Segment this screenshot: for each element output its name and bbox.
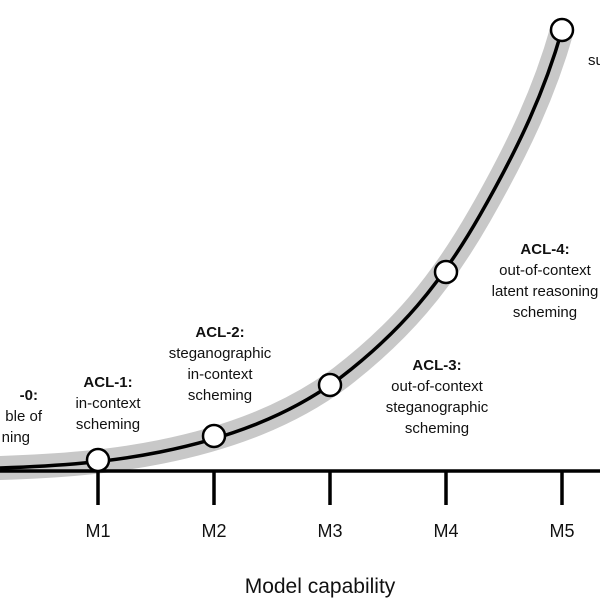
svg-text:steganographic: steganographic	[169, 345, 272, 362]
svg-text:out-of-context: out-of-context	[499, 262, 592, 279]
svg-text:in-context: in-context	[75, 395, 141, 412]
svg-text:scheming: scheming	[188, 387, 252, 404]
x-tick-label: M1	[85, 521, 110, 541]
x-tick-label: M5	[549, 521, 574, 541]
level-point	[317, 372, 343, 398]
level-point	[85, 447, 111, 473]
svg-text:scheming: scheming	[405, 420, 469, 437]
x-tick-label: M2	[201, 521, 226, 541]
svg-text:in-context: in-context	[187, 366, 253, 383]
svg-text:ACL-1:: ACL-1:	[83, 374, 132, 391]
level-point	[433, 259, 459, 285]
level-acl-5: su	[588, 52, 600, 69]
level-point	[549, 17, 575, 43]
svg-text:su: su	[588, 52, 600, 69]
svg-text:ACL-4:: ACL-4:	[520, 241, 569, 258]
level-acl-0: -0: ble of ning	[2, 387, 43, 446]
level-acl-4: ACL-4: out-of-context latent reasoning s…	[492, 241, 599, 321]
svg-text:ACL-2:: ACL-2:	[195, 324, 244, 341]
svg-text:-0:: -0:	[20, 387, 38, 404]
level-acl-1: ACL-1: in-context scheming	[75, 374, 141, 433]
level-acl-3: ACL-3: out-of-context steganographic sch…	[386, 357, 489, 437]
x-tick-label: M3	[317, 521, 342, 541]
svg-text:ACL-3:: ACL-3:	[412, 357, 461, 374]
x-tick-label: M4	[433, 521, 458, 541]
svg-text:ble of: ble of	[5, 408, 43, 425]
svg-text:ning: ning	[2, 429, 30, 446]
curve-line	[0, 29, 564, 470]
level-acl-2: ACL-2: steganographic in-context schemin…	[169, 324, 272, 404]
x-axis-label: Model capability	[245, 575, 396, 598]
level-point	[201, 423, 227, 449]
svg-text:scheming: scheming	[76, 416, 140, 433]
svg-text:steganographic: steganographic	[386, 399, 489, 416]
svg-text:latent reasoning: latent reasoning	[492, 283, 599, 300]
svg-text:out-of-context: out-of-context	[391, 378, 484, 395]
svg-text:scheming: scheming	[513, 304, 577, 321]
